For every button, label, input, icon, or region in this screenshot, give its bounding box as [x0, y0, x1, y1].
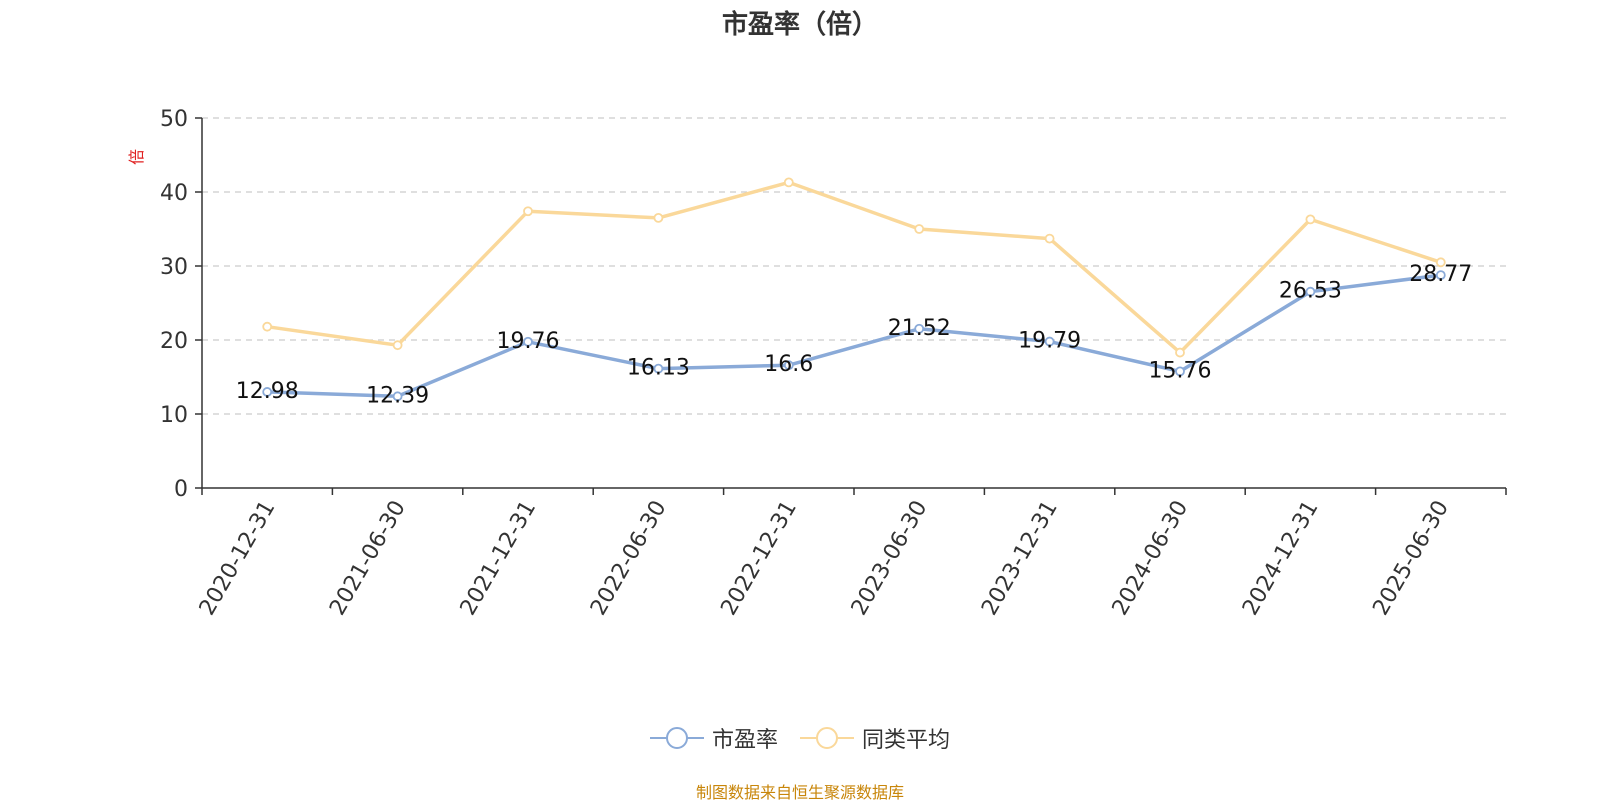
- grid-lines: [202, 117, 1506, 415]
- data-point-市盈率-2020-12-31: [262, 387, 273, 397]
- data-label-2024-12-31: 26.53: [1279, 279, 1342, 304]
- x-tick-label-2024-06-30: 2024-06-30: [1108, 497, 1194, 620]
- x-tick-label-2024-12-31: 2024-12-31: [1238, 497, 1324, 620]
- x-tick-label-2022-06-30: 2022-06-30: [586, 497, 672, 620]
- legend: 市盈率 同类平均: [0, 722, 1600, 754]
- x-tick-label-2020-12-31: 2020-12-31: [195, 497, 281, 620]
- y-tick-label-0: 0: [174, 477, 188, 502]
- data-point-市盈率-2021-06-30: [392, 391, 403, 402]
- legend-item-series-1[interactable]: 市盈率: [649, 722, 778, 754]
- x-tick-label-2023-06-30: 2023-06-30: [847, 496, 933, 619]
- data-label-2025-06-30: 28.77: [1409, 262, 1472, 287]
- data-points: [262, 177, 1446, 402]
- data-point-市盈率-2022-12-31: [783, 360, 794, 371]
- legend-marker-series-1: [649, 727, 704, 749]
- data-label-2021-12-31: 19.76: [497, 329, 560, 354]
- data-point-市盈率-2023-12-31: [1044, 336, 1055, 347]
- data-point-市盈率-2024-12-31: [1305, 286, 1316, 297]
- axes: 0 10 20 30 40 50 倍 2020-12-31 2021-06-30 2021-12-…: [127, 107, 1507, 620]
- data-point-同类平均-2021-06-30: [392, 340, 403, 351]
- x-tick-label-2025-06-30: 2025-06-30: [1368, 497, 1454, 620]
- data-point-同类平均-2022-12-31: [783, 177, 794, 188]
- data-point-市盈率-2025-06-30: [1435, 270, 1446, 281]
- data-label-2023-12-31: 19.79: [1018, 329, 1081, 354]
- x-tick-label-2023-12-31: 2023-12-31: [977, 497, 1063, 620]
- data-point-同类平均-2021-12-31: [523, 206, 533, 217]
- y-axis-label: 倍: [127, 149, 146, 165]
- y-tick-label-30: 30: [160, 255, 188, 280]
- data-point-市盈率-2024-06-30: [1175, 366, 1185, 377]
- data-point-同类平均-2025-06-30: [1435, 257, 1446, 268]
- data-label-2021-06-30: 12.39: [366, 383, 429, 408]
- x-tick-label-2022-12-31: 2022-12-31: [716, 497, 802, 620]
- series-lines: [266, 180, 1442, 399]
- legend-label-series-1: 市盈率: [711, 728, 778, 753]
- data-point-市盈率-2022-06-30: [653, 363, 664, 374]
- legend-label-series-2: 同类平均: [862, 728, 951, 753]
- data-point-同类平均-2023-06-30: [914, 224, 925, 234]
- series-line-市盈率: [267, 273, 1442, 399]
- y-tick-label-40: 40: [160, 181, 188, 206]
- data-point-同类平均-2024-06-30: [1175, 347, 1185, 358]
- data-label-2022-06-30: 16.13: [627, 356, 690, 381]
- legend-item-series-2[interactable]: 同类平均: [800, 722, 950, 754]
- y-tick-label-50: 50: [160, 107, 188, 132]
- data-labels: 12.98 12.39 19.76 16.13 16.6 21.52 19.79 15.76 2…: [236, 262, 1473, 408]
- data-label-2022-12-31: 16.6: [764, 352, 813, 377]
- chart-title: 市盈率（倍）: [721, 10, 878, 40]
- x-tick-label-2021-12-31: 2021-12-31: [456, 497, 542, 620]
- source-note: 制图数据来自恒生聚源数据库: [695, 783, 904, 802]
- legend-marker-series-2: [800, 727, 854, 749]
- data-point-市盈率-2021-12-31: [523, 336, 533, 347]
- data-label-2024-06-30: 15.76: [1149, 358, 1212, 383]
- series-line-同类平均: [266, 180, 1442, 355]
- data-point-同类平均-2022-06-30: [653, 212, 664, 223]
- y-tick-label-20: 20: [160, 329, 188, 354]
- data-point-同类平均-2024-12-31: [1305, 214, 1316, 225]
- data-label-2023-06-30: 21.52: [888, 316, 951, 341]
- x-tick-label-2021-06-30: 2021-06-30: [325, 496, 411, 619]
- data-point-市盈率-2023-06-30: [914, 323, 925, 334]
- data-point-同类平均-2020-12-31: [262, 321, 273, 332]
- y-tick-label-10: 10: [160, 403, 188, 428]
- data-point-同类平均-2023-12-31: [1044, 233, 1055, 244]
- data-label-2020-12-31: 12.98: [236, 379, 299, 404]
